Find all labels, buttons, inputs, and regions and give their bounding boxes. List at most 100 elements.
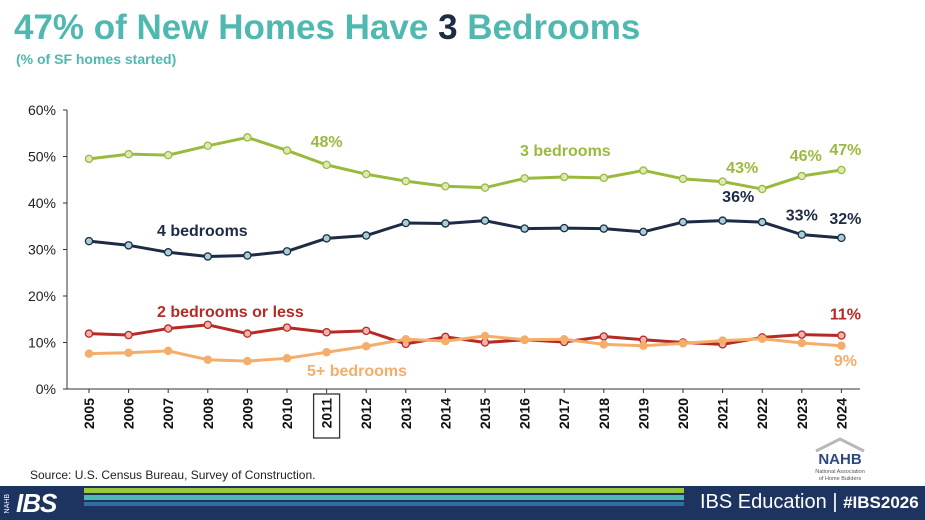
data-point: [84, 349, 94, 358]
data-point: [639, 166, 648, 175]
y-tick-label: 20%: [28, 288, 56, 304]
annotation-label: 47%: [829, 142, 861, 159]
data-point: [599, 224, 609, 233]
x-tick-label: 2008: [200, 398, 216, 429]
ibs-logo: IBS: [16, 488, 57, 518]
x-highlight-box: [312, 393, 341, 439]
series-label: 5+ bedrooms: [307, 363, 407, 380]
data-point: [559, 334, 569, 344]
footer-stripe-teal: [84, 495, 684, 500]
series-label: 2 bedrooms or less: [157, 304, 304, 321]
data-point: [401, 218, 411, 228]
footer-stripe-blue: [84, 502, 684, 506]
data-point: [837, 341, 846, 351]
footer-left-box: [0, 486, 84, 520]
data-point: [441, 219, 450, 228]
y-tick-label: 30%: [28, 242, 56, 258]
nahb-logo-line1: National Association: [815, 469, 865, 475]
x-tick-label: 2020: [675, 398, 691, 429]
data-point: [124, 241, 133, 250]
data-point: [599, 173, 609, 183]
data-point: [480, 216, 490, 225]
title-number: 3: [438, 8, 458, 47]
data-point: [599, 340, 609, 349]
data-point: [203, 355, 213, 364]
footer-hashtag: #IBS2026: [843, 493, 919, 512]
data-point: [282, 247, 292, 256]
data-point: [441, 336, 450, 346]
annotation-label: 11%: [830, 307, 861, 324]
data-point: [124, 149, 133, 159]
data-point: [718, 336, 727, 345]
data-point: [718, 177, 727, 186]
x-tick-label: 2021: [715, 398, 731, 429]
x-tick-label: 2012: [358, 398, 374, 429]
data-point: [401, 176, 411, 186]
data-point: [282, 354, 292, 363]
data-point: [361, 326, 371, 336]
x-tick-label: 2007: [160, 398, 176, 429]
data-point: [243, 329, 252, 338]
data-point: [243, 133, 252, 142]
data-point: [84, 236, 94, 246]
x-tick-label: 2015: [477, 398, 493, 429]
data-point: [639, 341, 648, 351]
annotation-label: 9%: [834, 353, 857, 370]
data-point: [599, 332, 609, 341]
x-tick-label: 2010: [279, 398, 295, 429]
data-point: [361, 169, 371, 179]
annotation-label: 33%: [786, 208, 818, 225]
nahb-logo-line2: of Home Builders: [819, 476, 861, 482]
data-point: [124, 348, 133, 357]
y-tick-label: 0%: [36, 381, 56, 397]
data-point: [520, 224, 529, 233]
annotation-label: 46%: [790, 148, 822, 165]
data-point: [837, 165, 846, 175]
footer-stripe-green: [84, 488, 684, 493]
series-line: [88, 334, 842, 363]
footer-separator: |: [832, 491, 838, 513]
footer-nahb-vertical: NAHB: [4, 494, 11, 514]
data-point: [559, 223, 569, 233]
data-point: [322, 160, 331, 170]
data-point: [322, 234, 331, 243]
series-line: [88, 219, 842, 258]
x-tick-label: 2017: [556, 398, 572, 429]
y-tick-label: 50%: [28, 149, 56, 165]
x-tick-label: 2013: [398, 398, 414, 429]
data-point: [203, 252, 213, 261]
data-point: [678, 174, 688, 184]
data-point: [322, 348, 331, 357]
title-pre: 47% of New Homes Have: [14, 8, 439, 47]
data-point: [678, 339, 688, 348]
data-point: [480, 183, 490, 192]
x-tick-label: 2005: [81, 398, 97, 429]
annotation-label: 36%: [722, 189, 754, 206]
data-point: [163, 150, 173, 160]
nahb-logo: NAHB National Association of Home Builde…: [815, 437, 865, 482]
data-point: [322, 328, 331, 337]
data-point: [84, 329, 94, 338]
data-point: [163, 324, 173, 333]
data-point: [797, 338, 807, 348]
nahb-logo-text: NAHB: [818, 451, 861, 468]
data-point: [361, 231, 371, 240]
data-point: [282, 323, 292, 332]
x-tick-label: 2023: [794, 398, 810, 429]
data-point: [837, 331, 846, 340]
data-point: [797, 330, 807, 339]
x-tick-label: 2024: [833, 398, 849, 429]
x-tick-label: 2019: [635, 398, 651, 429]
page-title: 47% of New Homes Have 3 Bedrooms: [14, 8, 640, 48]
x-tick-label: 2006: [121, 398, 137, 429]
data-point: [520, 174, 529, 183]
y-tick-label: 10%: [28, 335, 56, 351]
series-label: 3 bedrooms: [520, 143, 611, 160]
data-point: [797, 171, 807, 181]
data-point: [757, 334, 767, 344]
x-tick-label: 2014: [437, 398, 453, 429]
data-point: [520, 335, 529, 344]
data-point: [797, 230, 807, 239]
data-point: [678, 217, 688, 227]
